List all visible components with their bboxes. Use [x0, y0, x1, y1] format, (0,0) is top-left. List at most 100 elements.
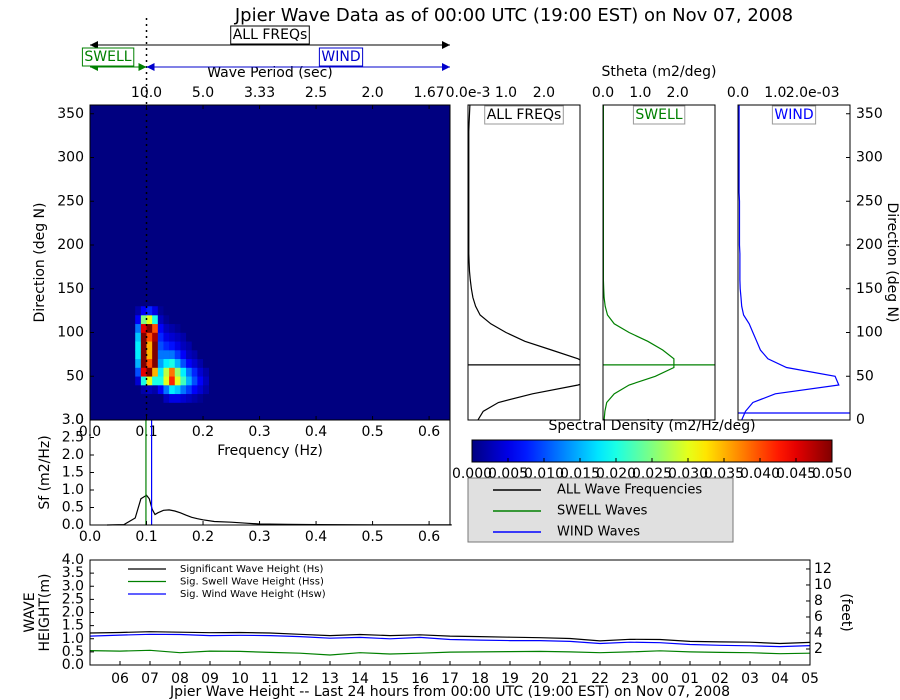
axes-frame	[467, 104, 581, 421]
heatmap-cell	[197, 315, 204, 325]
x-tick-label: 05	[801, 671, 819, 687]
x-tick-label: 2.0	[533, 85, 555, 101]
heatmap-cell	[135, 323, 142, 333]
y-tick-label: 3.5	[62, 565, 84, 581]
heatmap-cell	[169, 341, 176, 351]
x-tick-label: 04	[771, 671, 789, 687]
x2-axis-label: Wave Period (sec)	[207, 65, 333, 81]
heatmap-cell	[135, 385, 142, 395]
arrow-head	[442, 63, 450, 71]
heatmap-cell	[186, 393, 193, 403]
y-tick-label: 2.5	[62, 591, 84, 607]
y-tick-label: 250	[856, 193, 883, 209]
heatmap-cell	[180, 315, 187, 325]
heatmap-cell	[152, 323, 159, 333]
arrow-head	[90, 41, 98, 49]
panel-title: SWELL	[635, 107, 682, 123]
label-box	[771, 105, 817, 125]
x-tick-label: 07	[141, 671, 159, 687]
heatmap-cell	[186, 367, 193, 377]
heatmap-cell	[163, 306, 170, 316]
y-tick-label: 50	[856, 368, 874, 384]
arrow-head	[146, 63, 155, 71]
heatmap-cell	[169, 385, 176, 395]
heatmap-cell	[197, 376, 204, 386]
x-tick-label: 03	[741, 671, 759, 687]
heatmap-cell	[169, 323, 176, 333]
label-box	[318, 47, 364, 67]
heatmap-cell	[203, 306, 209, 316]
heatmap-cell	[203, 315, 209, 325]
heatmap-cell	[140, 306, 147, 316]
heatmap-cell	[197, 306, 204, 316]
heatmap-cell	[140, 341, 147, 351]
x-tick-label: 0.6	[418, 529, 440, 545]
heatmap-cell	[135, 350, 142, 360]
heatmap-cell	[197, 385, 204, 395]
heatmap-cell	[180, 323, 187, 333]
x-tick-label: 17	[441, 671, 459, 687]
heatmap-cell	[174, 367, 181, 377]
heatmap-cell	[169, 393, 176, 403]
heatmap-cell	[197, 341, 204, 351]
y-tick-label: 2.0	[62, 447, 84, 463]
y-tick-label: 4.0	[62, 552, 84, 568]
colorbar-tick-label: 0.045	[776, 466, 816, 482]
x-tick-label: 13	[321, 671, 339, 687]
x2-tick-label: 2.0	[361, 85, 383, 101]
heatmap-cell	[191, 358, 198, 368]
legend-label: SWELL Waves	[557, 504, 648, 519]
x-axis-label: Jpier Wave Height -- Last 24 hours from …	[169, 684, 730, 700]
legend-label: Significant Wave Height (Hs)	[180, 564, 323, 575]
x-tick-label: 12	[291, 671, 309, 687]
heatmap-cell	[163, 341, 170, 351]
heatmap-cell	[163, 385, 170, 395]
y2-tick-label: 10	[814, 577, 832, 593]
heatmap-cell	[180, 358, 187, 368]
x-tick-label: 0.0	[79, 529, 101, 545]
heatmap-cell	[157, 385, 164, 395]
y-tick-label: 350	[856, 106, 883, 122]
x-tick-label: 01	[681, 671, 699, 687]
heatmap-cell	[140, 385, 147, 395]
heatmap-cell	[135, 393, 142, 403]
heatmap-cell	[157, 315, 164, 325]
x-tick-label: 0.6	[418, 424, 440, 440]
heatmap-cell	[186, 341, 193, 351]
colorbar-tick-label: 0.050	[812, 466, 852, 482]
heatmap-cell	[146, 385, 153, 395]
heatmap-cell	[169, 332, 176, 342]
chart-title: Jpier Wave Data as of 00:00 UTC (19:00 E…	[234, 5, 793, 26]
x2-tick-label: 1.67	[414, 85, 445, 101]
y-tick-label: 200	[856, 237, 883, 253]
heatmap-cell	[174, 376, 181, 386]
heatmap-cell	[169, 367, 176, 377]
heatmap-cell	[191, 385, 198, 395]
heatmap-cell	[157, 323, 164, 333]
y2-tick-label: 2	[814, 641, 823, 657]
heatmap-cell	[203, 350, 209, 360]
arrow-head	[442, 41, 450, 49]
heatmap-cell	[197, 367, 204, 377]
heatmap-cell	[186, 323, 193, 333]
heatmap-cell	[169, 315, 176, 325]
heatmap-cell	[152, 332, 159, 342]
y-axis-label: Direction (deg N)	[884, 203, 900, 323]
x-tick-label: 22	[591, 671, 609, 687]
x-tick-label: 0.4	[305, 424, 327, 440]
heatmap-cell	[174, 341, 181, 351]
y-tick-label: 2.5	[62, 430, 84, 446]
y-tick-label: 150	[856, 281, 883, 297]
colorbar-title: Spectral Density (m2/Hz/deg)	[548, 418, 755, 434]
heatmap-cell	[152, 385, 159, 395]
heatmap-cell	[203, 367, 209, 377]
heatmap-cell	[152, 376, 159, 386]
heatmap-cell	[157, 350, 164, 360]
heatmap-cell	[140, 332, 147, 342]
x-tick-label: 20	[531, 671, 549, 687]
heatmap-cell	[152, 306, 159, 316]
panel-title: WIND	[774, 107, 813, 123]
heatmap-cell	[197, 332, 204, 342]
profile-line	[738, 105, 840, 420]
y-tick-label: 300	[57, 150, 84, 166]
